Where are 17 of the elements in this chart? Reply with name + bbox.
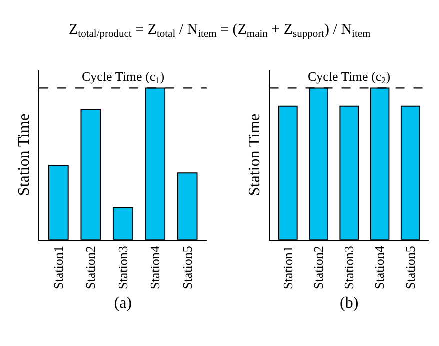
y-axis-title: Station Time [246, 114, 264, 196]
x-tick-label: Station2 [310, 246, 326, 290]
x-tick-label: Station5 [402, 246, 418, 290]
x-tick-label: Station4 [372, 246, 388, 290]
x-tick-label: Station3 [115, 246, 130, 290]
y-axis-title: Station Time [16, 114, 34, 196]
x-tick-label: Station3 [342, 246, 357, 290]
x-tick-label: Station4 [148, 246, 163, 290]
chart-title: Z$_{total/product}$ = Z$_{total}$ / N$_{item}$ = (Z$_{main}$ + Z$_{support}$) / N$_{item}$ [69, 22, 371, 40]
x-axis-title: (a) [114, 295, 132, 312]
x-tick-label: Station2 [83, 246, 98, 290]
ref-line-label: Cycle Time (c$_{2}$) [308, 69, 391, 86]
x-axis-title: (b) [340, 295, 359, 312]
x-tick-label: Station1 [280, 246, 296, 290]
x-tick-label: Station5 [180, 246, 195, 290]
x-tick-label: Station1 [50, 246, 66, 290]
ref-line-label: Cycle Time (c$_{1}$) [82, 69, 165, 86]
